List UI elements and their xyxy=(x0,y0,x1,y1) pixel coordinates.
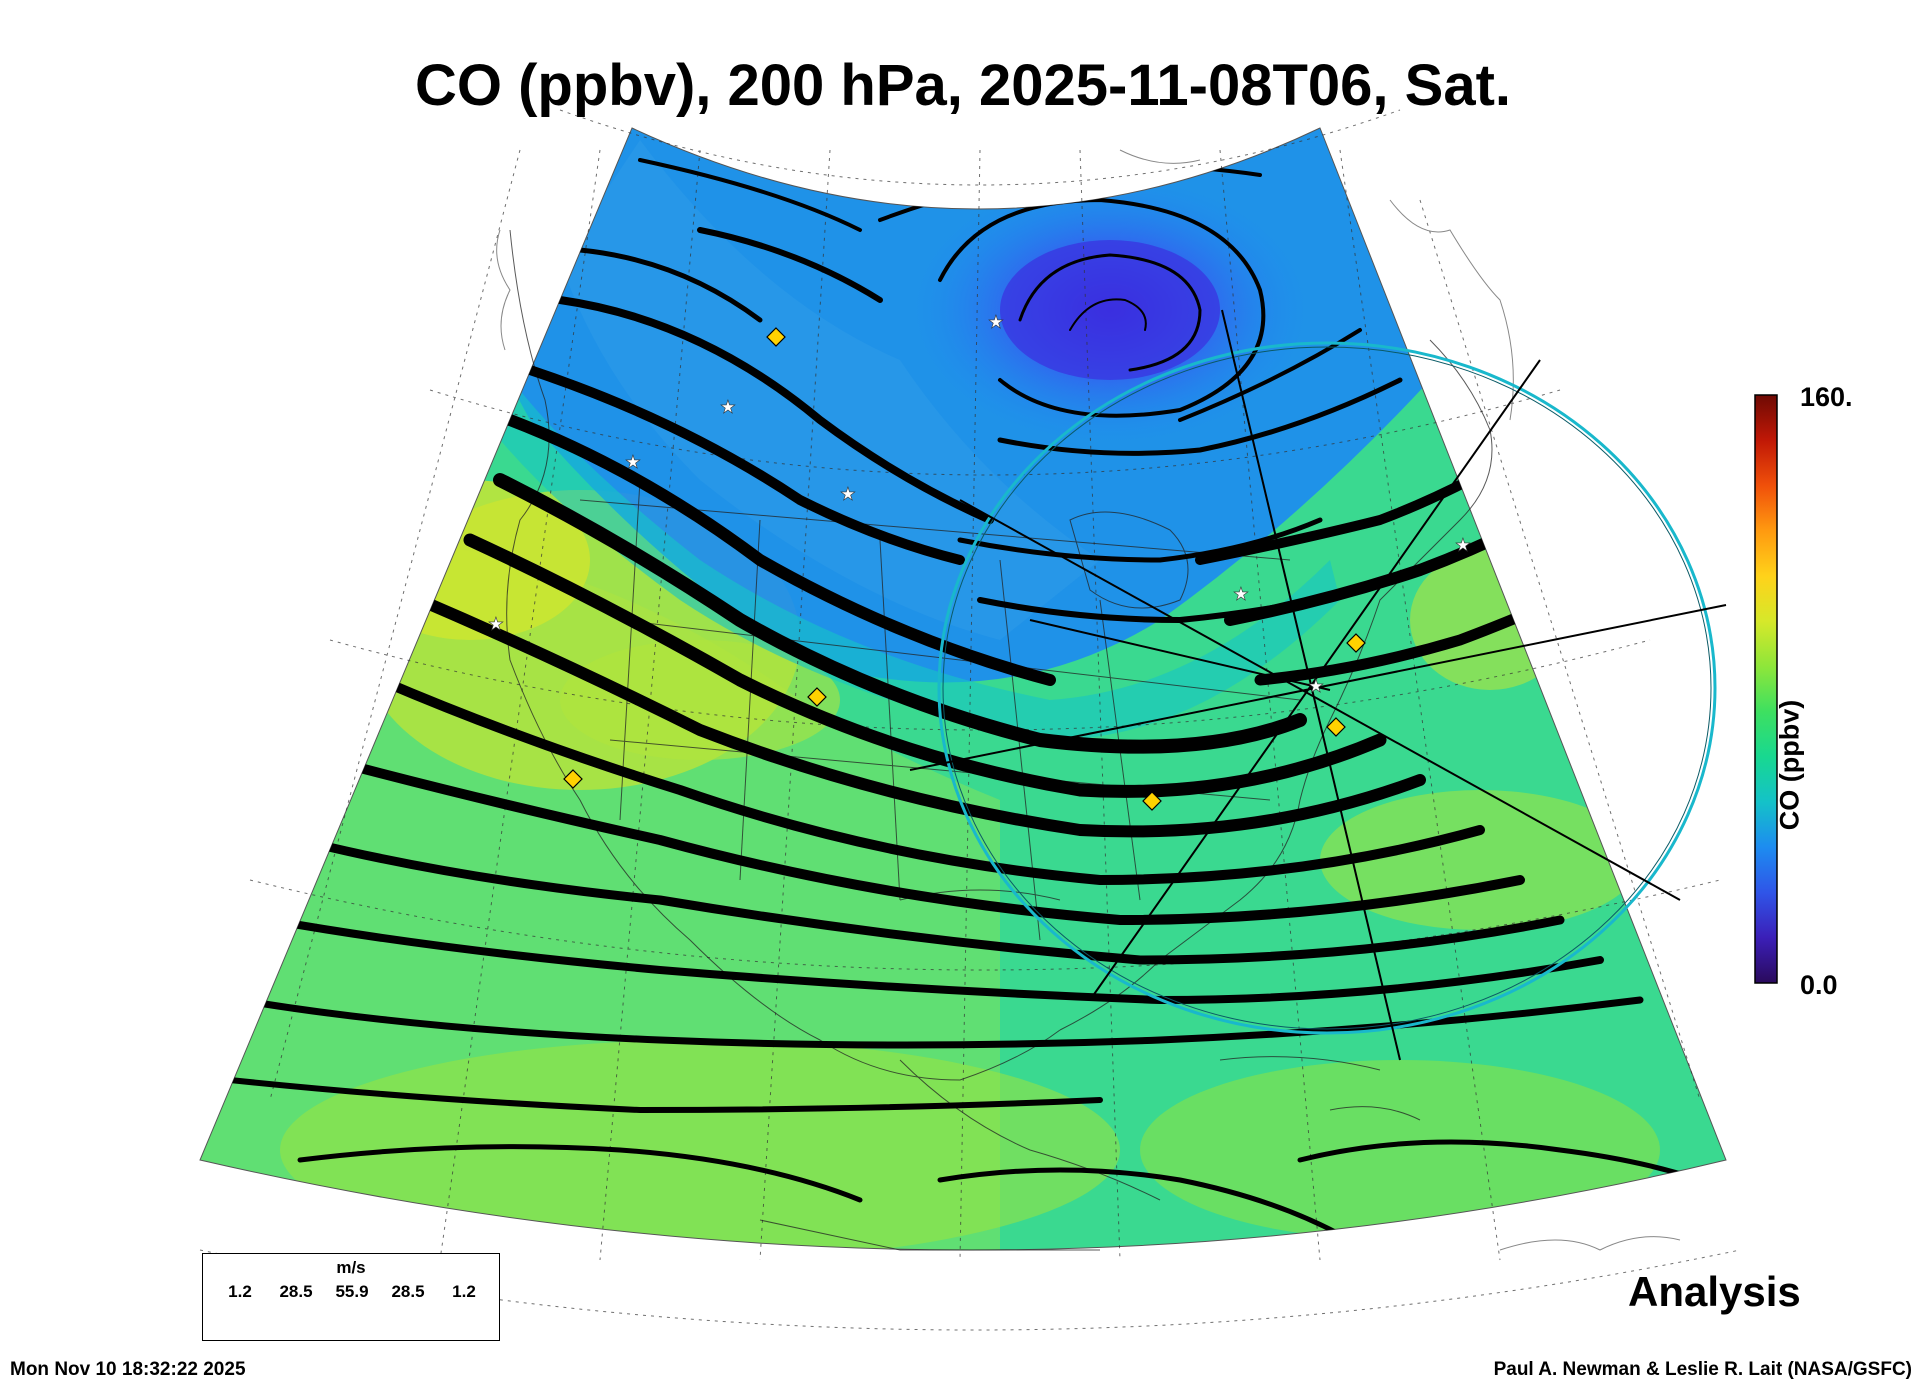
site-markers: ★ ★ ★ ★ ★ ★ ★ ★ xyxy=(488,312,1471,811)
streamline xyxy=(504,414,1056,686)
streamline xyxy=(375,675,1485,886)
streamline xyxy=(697,227,883,303)
site-diamond-marker xyxy=(563,769,583,789)
streamline xyxy=(1297,1139,1703,1183)
map-sector-outline xyxy=(199,127,1727,1251)
site-diamond-marker xyxy=(1326,717,1346,737)
wind-speed-legend: m/s 1.2 28.5 55.9 28.5 1.2 xyxy=(202,1253,500,1341)
streamline xyxy=(493,473,1307,754)
colorbar-gradient xyxy=(1754,394,1778,984)
track-line xyxy=(1089,359,1541,1001)
wind-legend-value: 1.2 xyxy=(452,1282,476,1301)
streamline xyxy=(957,517,1323,563)
site-star-marker: ★ xyxy=(488,614,504,635)
streamline xyxy=(997,377,1403,456)
site-diamond-marker xyxy=(807,687,827,707)
streamline xyxy=(236,996,1644,1049)
site-star-marker: ★ xyxy=(1308,676,1324,697)
site-diamond-marker xyxy=(766,327,786,347)
wind-legend-value: 28.5 xyxy=(391,1282,425,1301)
wind-legend-value: 1.2 xyxy=(228,1282,252,1301)
streamline xyxy=(295,835,1565,965)
site-star-marker: ★ xyxy=(988,312,1004,333)
wind-legend-value: 55.9 xyxy=(335,1282,369,1301)
flight-overlay xyxy=(909,309,1727,1061)
streamline xyxy=(297,1144,863,1203)
wind-legend-value: 28.5 xyxy=(279,1282,313,1301)
streamline-low-swirl xyxy=(1069,298,1147,331)
site-star-marker: ★ xyxy=(720,397,736,418)
overlay-circle xyxy=(937,341,1717,1035)
footer-credit: Paul A. Newman & Leslie R. Lait (NASA/GS… xyxy=(1493,1359,1912,1380)
streamline xyxy=(577,247,763,323)
wind-legend-unit: m/s xyxy=(336,1258,366,1277)
site-star-marker: ★ xyxy=(1233,584,1249,605)
streamline-low-swirl xyxy=(938,197,1266,418)
footer-timestamp: Mon Nov 10 18:32:22 2025 xyxy=(10,1359,246,1380)
site-diamond-marker xyxy=(1346,633,1366,653)
streamline xyxy=(556,296,994,524)
colorbar xyxy=(1754,394,1778,984)
streamline xyxy=(463,533,1387,798)
co-field xyxy=(200,128,1726,1250)
site-star-marker: ★ xyxy=(625,452,641,473)
colorbar-min-label: 0.0 xyxy=(1800,970,1838,1000)
streamline xyxy=(227,1077,1103,1114)
track-line xyxy=(1029,619,1331,691)
site-diamond-marker xyxy=(1142,791,1162,811)
streamline xyxy=(325,755,1525,926)
colorbar-max-label: 160. xyxy=(1800,382,1853,412)
streamline-low-swirl xyxy=(1018,253,1202,372)
streamline xyxy=(937,1167,1353,1243)
site-star-marker: ★ xyxy=(840,484,856,505)
streamline xyxy=(414,594,1426,838)
streamline xyxy=(525,365,965,565)
plot-title: CO (ppbv), 200 hPa, 2025-11-08T06, Sat. xyxy=(414,53,1512,118)
outside-coastlines xyxy=(496,149,1681,1251)
site-star-marker: ★ xyxy=(1455,535,1471,556)
track-line xyxy=(959,499,1681,901)
latlon-grid xyxy=(199,109,1741,1331)
streamline xyxy=(977,587,1363,624)
streamline xyxy=(638,158,862,232)
colorbar-axis-label: CO (ppbv) xyxy=(1774,699,1805,831)
product-label: Analysis xyxy=(1628,1268,1801,1315)
